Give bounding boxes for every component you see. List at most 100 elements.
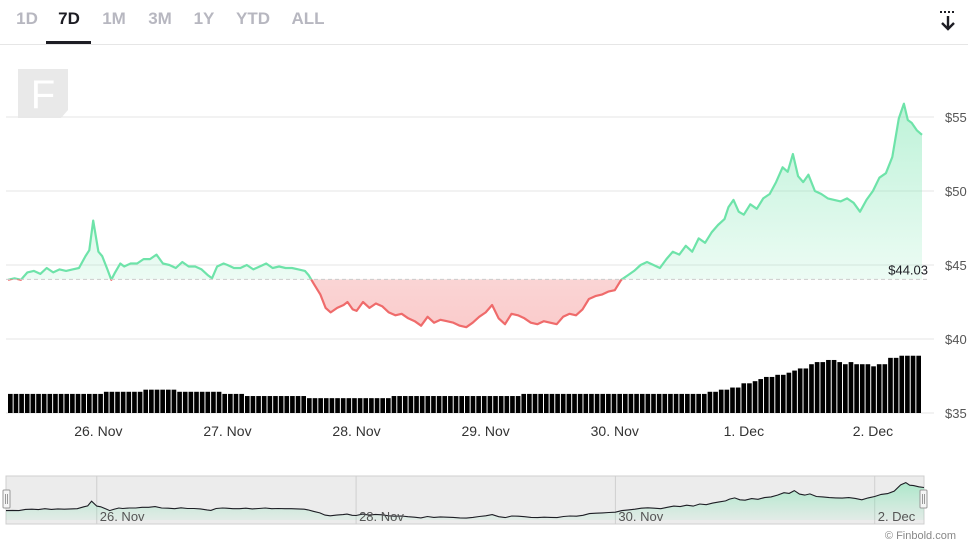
volume-bar (24, 393, 30, 413)
volume-bar (515, 396, 521, 413)
volume-bar (910, 355, 916, 413)
volume-bar (532, 393, 538, 413)
volume-bar (188, 391, 194, 413)
volume-bar (273, 396, 278, 413)
volume-bar (713, 391, 718, 413)
volume-bar (707, 391, 713, 413)
volume-bar (820, 362, 826, 413)
volume-bar (668, 393, 673, 413)
active-tab-underline (46, 41, 91, 44)
navigator-x-tick-label: 26. Nov (100, 509, 145, 524)
volume-bar (386, 398, 391, 413)
tab-1y[interactable]: 1Y (193, 9, 215, 28)
x-tick-label: 29. Nov (462, 423, 510, 439)
volume-bar (606, 393, 611, 413)
volume-bar (752, 381, 758, 413)
volume-bar (267, 396, 273, 413)
volume-bar (149, 389, 154, 413)
volume-bar (199, 391, 205, 413)
navigator[interactable]: 26. Nov 28. Nov 30. Nov 2. Dec (2, 475, 928, 525)
volume-bar (340, 398, 346, 413)
volume-bar (36, 393, 41, 413)
volume-bar (865, 364, 871, 413)
volume-bar (718, 389, 724, 413)
tab-1d[interactable]: 1D (16, 9, 38, 28)
volume-bar (493, 396, 498, 413)
volume-bar (470, 396, 476, 413)
volume-bar (888, 357, 893, 413)
tab-1m[interactable]: 1M (102, 9, 126, 28)
range-tabs: 1D 7D 1M 3M 1Y YTD ALL (0, 0, 968, 45)
volume-bar (826, 359, 831, 413)
volume-bar (165, 389, 171, 413)
tab-3m[interactable]: 3M (148, 9, 172, 28)
volume-bar (916, 355, 921, 413)
navigator-handle-right[interactable] (919, 489, 928, 509)
volume-bar (792, 370, 797, 413)
x-tick-label: 1. Dec (724, 423, 764, 439)
volume-bar (673, 393, 679, 413)
volume-bar (419, 396, 425, 413)
download-icon[interactable] (936, 8, 960, 32)
tab-all[interactable]: ALL (291, 9, 325, 28)
volume-bar (555, 393, 560, 413)
volume-bar (363, 398, 369, 413)
y-tick-label: $35 (945, 406, 967, 421)
y-tick-label: $55 (945, 110, 967, 125)
volume-bar (30, 393, 36, 413)
volume-bar (278, 396, 284, 413)
volume-bar (436, 396, 442, 413)
volume-bar (893, 357, 899, 413)
volume-bar (211, 391, 216, 413)
volume-bar (8, 393, 13, 413)
price-areas (8, 103, 922, 328)
volume-bar (374, 398, 380, 413)
volume-bar (645, 393, 651, 413)
volume-bar (369, 398, 374, 413)
volume-bar (115, 391, 120, 413)
volume-bar (391, 396, 397, 413)
credit-text: © Finbold.com (885, 530, 956, 542)
volume-bar (239, 393, 244, 413)
volume-bar (70, 393, 75, 413)
y-tick-label: $50 (945, 184, 967, 199)
price-line-up (7, 102, 923, 280)
volume-bar (290, 396, 295, 413)
tab-ytd[interactable]: YTD (236, 9, 270, 28)
navigator-x-tick-label: 2. Dec (878, 509, 916, 524)
price-lines (7, 102, 923, 329)
tab-7d[interactable]: 7D (58, 9, 80, 28)
x-tick-label: 27. Nov (203, 423, 251, 439)
volume-bar (459, 396, 464, 413)
volume-bar (357, 398, 363, 413)
volume-bar (160, 389, 165, 413)
volume-bars (8, 355, 921, 413)
navigator-handle-left[interactable] (2, 489, 11, 509)
volume-bar (352, 398, 357, 413)
volume-bar (634, 393, 639, 413)
volume-bar (98, 393, 103, 413)
volume-bar (397, 396, 402, 413)
volume-bar (543, 393, 549, 413)
navigator-line (5, 481, 925, 519)
volume-bar (137, 391, 143, 413)
volume-bar (13, 393, 19, 413)
volume-bar (75, 393, 81, 413)
volume-bar (380, 398, 386, 413)
volume-bar (566, 393, 572, 413)
navigator-x-tick-label: 28. Nov (359, 509, 404, 524)
volume-bar (453, 396, 459, 413)
volume-bar (510, 396, 515, 413)
navigator-x-tick-label: 30. Nov (618, 509, 663, 524)
volume-bar (622, 393, 628, 413)
volume-bar (639, 393, 645, 413)
volume-bar (425, 396, 431, 413)
area-below-baseline (8, 279, 922, 328)
volume-bar (741, 383, 747, 413)
volume-bar (577, 393, 583, 413)
volume-bar (848, 362, 854, 413)
volume-bar (81, 393, 86, 413)
volume-bar (735, 387, 741, 413)
volume-bar (182, 391, 188, 413)
y-tick-label: $45 (945, 258, 967, 273)
